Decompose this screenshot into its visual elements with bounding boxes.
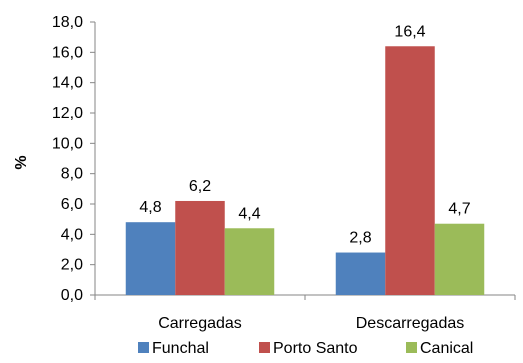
bar	[125, 222, 176, 295]
y-tick-label: 10,0	[52, 135, 83, 152]
legend-label: Funchal	[152, 340, 209, 357]
data-labels: 4,8 6,2 4,4 2,8 16,4 4,7	[139, 23, 470, 246]
bar	[335, 252, 386, 295]
data-label: 6,2	[189, 178, 211, 195]
legend: Funchal Porto Santo Canical	[138, 340, 473, 357]
data-label: 4,7	[448, 201, 470, 218]
y-tick-label: 14,0	[52, 75, 83, 92]
y-axis-title: %	[13, 155, 30, 169]
y-tick-label: 0,0	[61, 287, 83, 304]
y-tick-label: 2,0	[61, 257, 83, 274]
y-tick-label: 8,0	[61, 166, 83, 183]
bar	[434, 223, 485, 295]
bars	[125, 46, 485, 296]
y-axis: 0,0 2,0 4,0 6,0 8,0 10,0 12,0 14,0 16,0 18,0	[52, 14, 96, 304]
x-category-label: Carregadas	[158, 315, 242, 332]
y-tick-label: 6,0	[61, 196, 83, 213]
legend-label: Canical	[420, 340, 473, 357]
bar	[224, 228, 275, 295]
legend-swatch	[259, 342, 270, 353]
bar	[175, 200, 225, 295]
data-label: 4,4	[238, 205, 260, 222]
y-tick-label: 4,0	[61, 226, 83, 243]
x-category-label: Descarregadas	[356, 315, 465, 332]
data-label: 2,8	[349, 230, 371, 247]
legend-label: Porto Santo	[273, 340, 358, 357]
y-tick-label: 18,0	[52, 14, 83, 31]
data-label: 4,8	[139, 199, 161, 216]
y-tick-label: 12,0	[52, 105, 83, 122]
bar	[385, 46, 435, 296]
y-tick-label: 16,0	[52, 44, 83, 61]
legend-swatch	[406, 342, 417, 353]
data-label: 16,4	[394, 23, 425, 40]
x-axis: Carregadas Descarregadas	[94, 294, 516, 332]
legend-swatch	[138, 342, 149, 353]
